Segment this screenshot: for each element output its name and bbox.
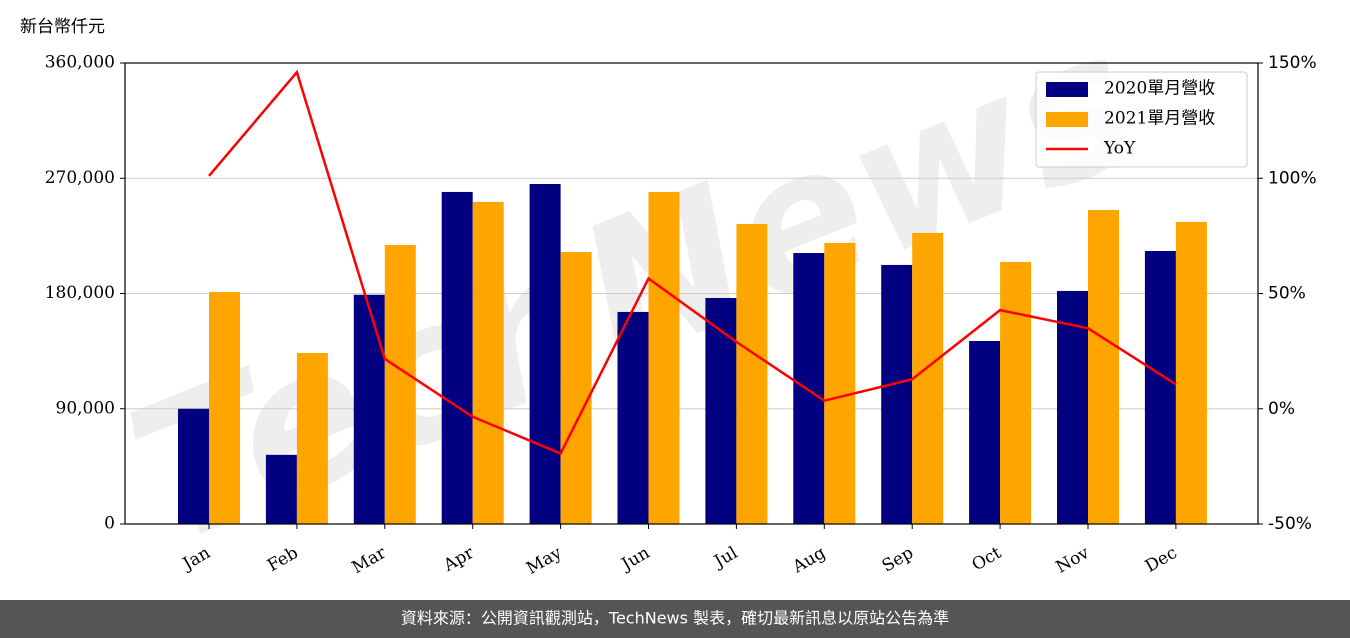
footer-bar bbox=[0, 600, 1350, 638]
y-tick-label: 90,000 bbox=[56, 398, 115, 418]
bar bbox=[1175, 221, 1207, 525]
x-tick-label: May bbox=[523, 543, 566, 579]
bar bbox=[560, 252, 592, 524]
y-tick-label: 270,000 bbox=[45, 168, 115, 188]
line bbox=[208, 69, 1177, 456]
bar bbox=[209, 291, 240, 524]
legend-label: 2020單月營收 bbox=[1104, 79, 1215, 99]
y2-tick-label: 50% bbox=[1268, 284, 1306, 304]
legend-swatch bbox=[1046, 82, 1088, 97]
y2-tick-label: 0% bbox=[1268, 399, 1295, 419]
y-tick-label: 0 bbox=[104, 514, 115, 534]
bar bbox=[969, 341, 1001, 524]
bar bbox=[296, 353, 328, 524]
bar bbox=[1057, 290, 1088, 524]
bar bbox=[824, 242, 856, 524]
x-tick-label: Aug bbox=[789, 543, 830, 578]
bar bbox=[1000, 261, 1032, 524]
y-tick-label: 360,000 bbox=[45, 53, 115, 73]
y-axis-label: 新台幣仟元 bbox=[20, 17, 105, 37]
x-tick-label: Sep bbox=[879, 543, 917, 577]
x-tick-label: Mar bbox=[349, 542, 391, 578]
bar bbox=[265, 454, 297, 524]
y2-tick-label: -50% bbox=[1268, 514, 1312, 534]
y2-tick-label: 100% bbox=[1268, 168, 1317, 188]
legend-label: 2021單月營收 bbox=[1104, 109, 1215, 129]
legend-box bbox=[1035, 71, 1248, 168]
legend-label: YoY bbox=[1103, 139, 1136, 159]
plot-frame bbox=[124, 62, 1259, 525]
bar bbox=[441, 191, 473, 524]
bar bbox=[1144, 250, 1176, 525]
bar bbox=[1088, 210, 1119, 524]
y2-tick-label: 150% bbox=[1268, 53, 1317, 73]
bar bbox=[648, 191, 680, 524]
x-tick-label: Jul bbox=[709, 543, 741, 573]
bar bbox=[617, 311, 649, 524]
bar bbox=[384, 244, 416, 524]
bar bbox=[881, 264, 913, 524]
bar bbox=[472, 201, 504, 524]
bar bbox=[912, 232, 944, 524]
bar bbox=[178, 408, 209, 524]
bar bbox=[529, 184, 561, 524]
footer: 資料來源：公開資訊觀測站，TechNews 製表，確切最新訊息以原站公告為準 bbox=[401, 609, 949, 628]
y-tick-label: 180,000 bbox=[45, 283, 115, 303]
bar bbox=[793, 253, 825, 525]
legend-swatch bbox=[1046, 112, 1088, 127]
x-tick-label: Nov bbox=[1053, 543, 1093, 578]
x-tick-label: Apr bbox=[439, 542, 478, 576]
bar bbox=[736, 223, 768, 525]
bar bbox=[353, 294, 385, 524]
x-tick-label: Dec bbox=[1142, 543, 1181, 577]
x-tick-label: Jun bbox=[617, 543, 654, 576]
bar bbox=[705, 297, 737, 524]
x-tick-label: Oct bbox=[969, 543, 1005, 576]
